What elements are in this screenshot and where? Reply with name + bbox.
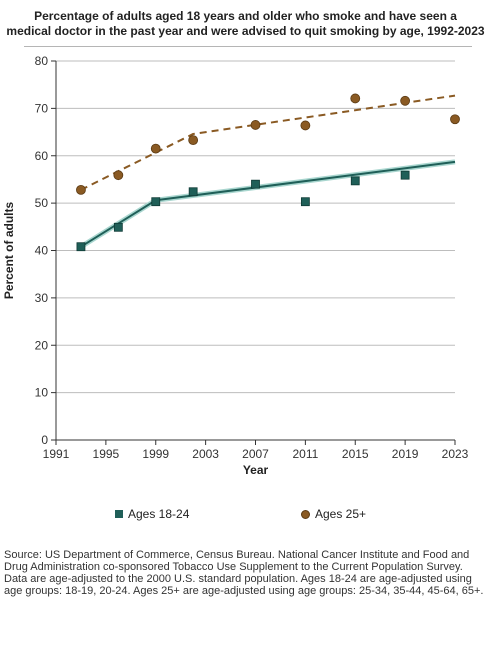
x-tick-label-1991: 1991	[43, 447, 70, 461]
legend-square-marker-icon	[115, 510, 123, 518]
y-tick-label-10: 10	[35, 386, 49, 400]
y-tick-label-40: 40	[35, 244, 49, 258]
point-ages-18-24-2011	[300, 197, 310, 207]
legend-label-ages-18-24: Ages 18-24	[128, 507, 190, 521]
point-ages-18-24-2007	[251, 179, 260, 189]
x-tick-label-1995: 1995	[93, 447, 120, 461]
source-note: Source: US Department of Commerce, Censu…	[4, 549, 470, 573]
trend-line-ages-18-24	[80, 160, 456, 248]
x-tick-label-1999: 1999	[142, 447, 169, 461]
chart-title-line-2: medical doctor in the past year and were…	[6, 24, 485, 38]
y-tick-label-50: 50	[35, 196, 49, 210]
title-divider	[24, 46, 472, 47]
footnotes: Source: US Department of Commerce, Censu…	[4, 549, 488, 597]
x-axis-label: Year	[243, 463, 269, 477]
point-ages-18-24-2002	[188, 187, 198, 197]
point-ages-25-plus-1993	[76, 184, 86, 195]
y-tick-label-20: 20	[35, 338, 49, 352]
y-tick-label-60: 60	[35, 149, 49, 163]
y-tick-label-70: 70	[35, 101, 49, 115]
point-ages-18-24-2019	[400, 170, 410, 180]
point-ages-18-24-2015	[350, 176, 360, 186]
trend-line-halo-ages-18-24	[79, 159, 456, 249]
trend-line-ages-25-plus	[80, 94, 456, 191]
chart-plot: 0 10 20 30 40 50 60 70 80 1991 1995 1999 2003 2007 201…	[2, 54, 469, 477]
legend-item-ages-18-24: Ages 18-24	[115, 507, 189, 521]
y-tick-label-0: 0	[41, 433, 48, 447]
chart-title: Percentage of adults aged 18 years and o…	[0, 9, 491, 39]
x-tick-label-2023: 2023	[442, 447, 469, 461]
point-ages-25-plus-2007	[250, 120, 261, 130]
y-tick-label-30: 30	[35, 291, 49, 305]
point-ages-18-24-1999	[151, 197, 161, 207]
y-tick-label-80: 80	[35, 54, 49, 68]
method-note: Data are age-adjusted to the 2000 U.S. s…	[4, 573, 484, 597]
point-ages-25-plus-1996	[113, 170, 124, 181]
point-ages-25-plus-1999	[150, 143, 161, 154]
y-axis-label: Percent of adults	[2, 202, 16, 300]
point-ages-25-plus-2023	[450, 114, 460, 125]
x-tick-label-2015: 2015	[342, 447, 369, 461]
chart-title-line-1: Percentage of adults aged 18 years and o…	[34, 9, 457, 23]
x-tick-label-2019: 2019	[392, 447, 419, 461]
point-ages-25-plus-2011	[300, 120, 311, 131]
legend-label-ages-25-plus: Ages 25+	[315, 507, 367, 521]
x-tick-label-2007: 2007	[242, 447, 269, 461]
point-ages-25-plus-2015	[350, 93, 361, 104]
point-ages-25-plus-2019	[400, 95, 411, 106]
x-tick-label-2011: 2011	[292, 447, 318, 461]
point-ages-18-24-1993	[76, 242, 86, 252]
point-ages-18-24-1996	[113, 222, 123, 232]
point-ages-25-plus-2002	[188, 135, 199, 146]
x-tick-label-2003: 2003	[192, 447, 219, 461]
legend-item-ages-25-plus: Ages 25+	[301, 507, 366, 521]
legend-circle-marker-icon	[301, 509, 310, 519]
